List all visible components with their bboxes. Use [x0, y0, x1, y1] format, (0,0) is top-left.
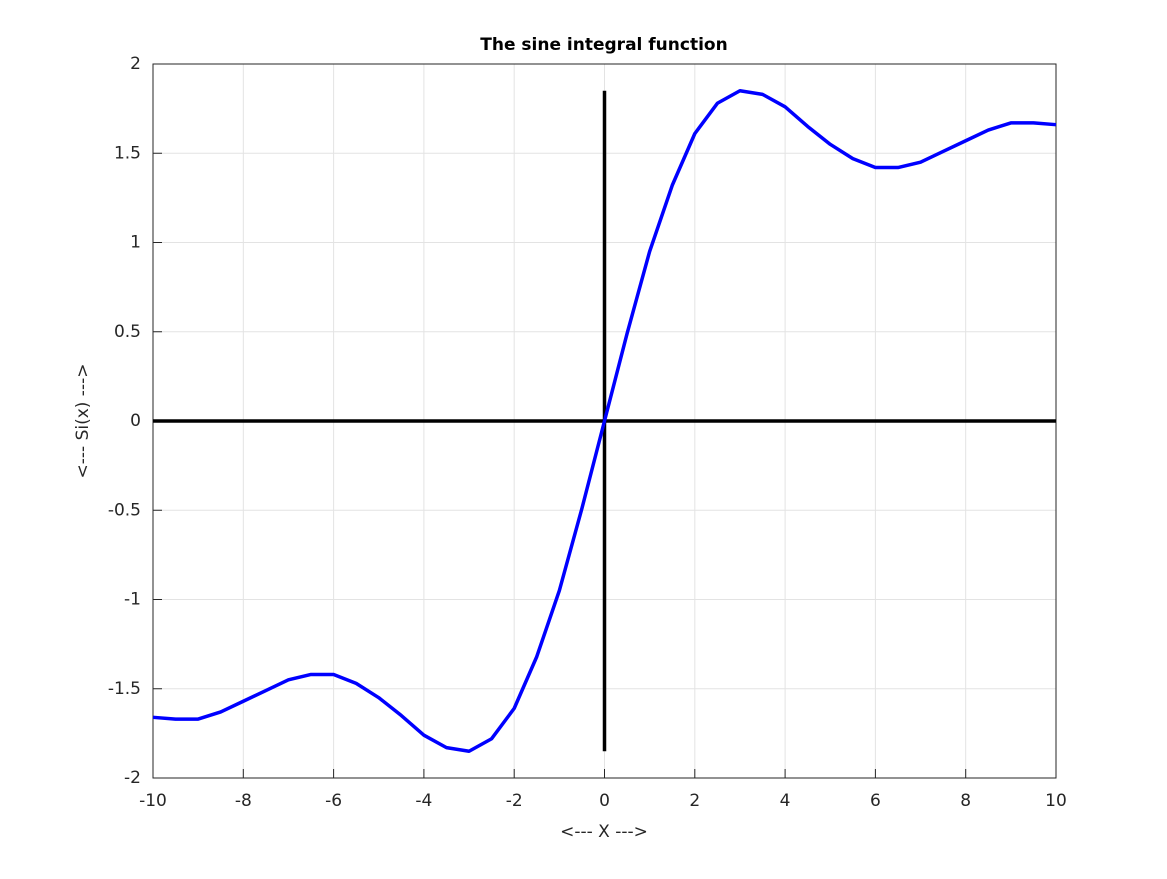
y-tick-label: 0.5 — [114, 322, 141, 342]
x-axis-label: <--- X ---> — [560, 822, 648, 842]
y-tick-label: -0.5 — [108, 500, 141, 520]
y-axis-label: <--- Si(x) ---> — [73, 364, 93, 479]
x-tick-label: 10 — [1045, 791, 1067, 811]
x-tick-label: 2 — [689, 791, 700, 811]
y-tick-label: 2 — [130, 54, 141, 74]
y-tick-label: -1.5 — [108, 679, 141, 699]
chart-title: The sine integral function — [480, 35, 727, 55]
x-tick-label: 0 — [599, 791, 610, 811]
x-tick-label: -2 — [506, 791, 523, 811]
y-tick-label: -2 — [124, 768, 141, 788]
data-line — [152, 89, 1057, 753]
y-tick-label: 1.5 — [114, 143, 141, 163]
x-tick-label: 6 — [870, 791, 881, 811]
x-tick-label: -8 — [235, 791, 252, 811]
x-tick-label: -6 — [325, 791, 342, 811]
x-tick-label: 8 — [960, 791, 971, 811]
y-tick-label: 0 — [130, 411, 141, 431]
y-tick-label: -1 — [124, 590, 141, 610]
x-tick-label: -10 — [139, 791, 167, 811]
x-tick-label: 4 — [780, 791, 791, 811]
x-tick-label: -4 — [415, 791, 432, 811]
y-tick-label: 1 — [130, 233, 141, 253]
